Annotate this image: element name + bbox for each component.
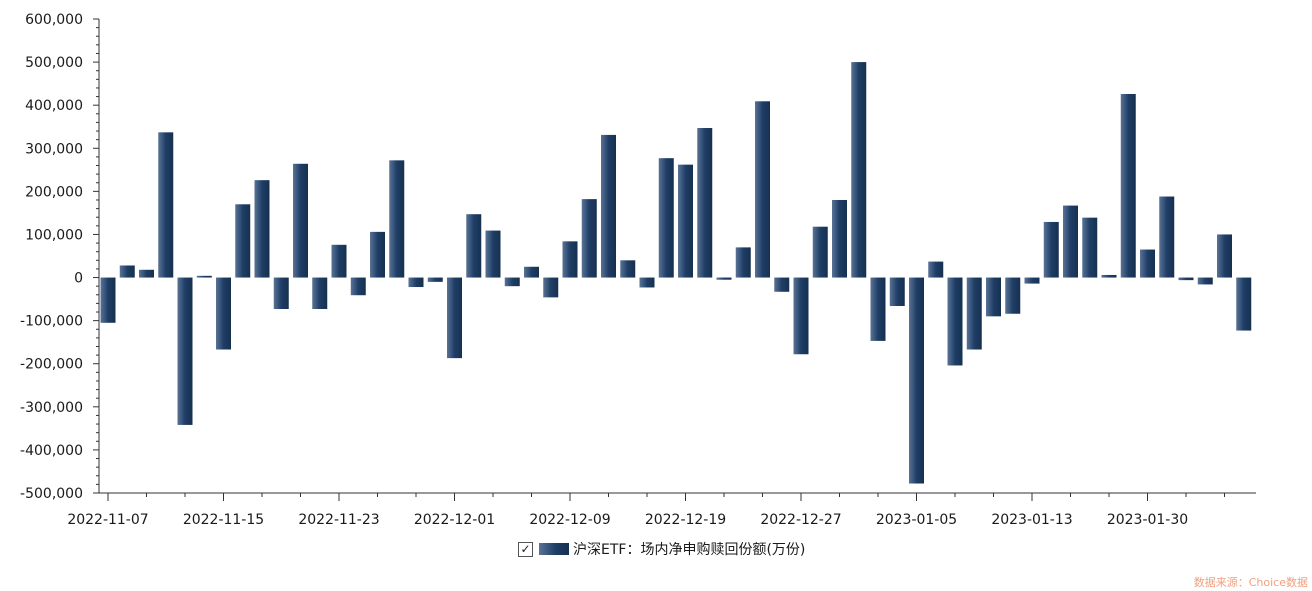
bar bbox=[408, 277, 424, 288]
bar bbox=[735, 247, 751, 278]
x-tick-label: 2022-11-15 bbox=[183, 512, 264, 528]
x-axis: 2022-11-07 2022-11-15 2022-11-23 2022-12-01… bbox=[67, 492, 1256, 528]
bar bbox=[658, 158, 674, 278]
bar bbox=[909, 277, 924, 484]
bar bbox=[254, 180, 270, 278]
x-tick-label: 2023-01-13 bbox=[991, 512, 1072, 528]
x-tick-label: 2023-01-05 bbox=[876, 512, 957, 528]
bar bbox=[158, 132, 174, 278]
bar bbox=[331, 244, 347, 278]
bar bbox=[562, 241, 578, 278]
bar bbox=[774, 277, 790, 292]
bar bbox=[1178, 277, 1194, 281]
bar bbox=[1101, 274, 1117, 278]
y-tick-label: -200,000 bbox=[20, 357, 83, 373]
y-tick-label: -300,000 bbox=[20, 400, 83, 416]
bar bbox=[793, 277, 809, 355]
bar bbox=[543, 277, 559, 298]
legend[interactable]: ✓ 沪深ETF：场内净申购赎回份额(万份) bbox=[518, 538, 805, 560]
bar bbox=[870, 277, 886, 341]
y-tick-label: 500,000 bbox=[25, 55, 83, 71]
bar bbox=[1236, 277, 1252, 331]
bar bbox=[1063, 205, 1078, 278]
x-tick-label: 2022-12-09 bbox=[529, 512, 610, 528]
bar bbox=[312, 277, 328, 310]
bar bbox=[524, 266, 539, 278]
bar bbox=[177, 277, 193, 425]
bar bbox=[1005, 277, 1021, 314]
y-tick-label: 400,000 bbox=[25, 98, 83, 114]
bar bbox=[235, 204, 251, 278]
bar bbox=[1217, 234, 1232, 278]
bar bbox=[678, 164, 693, 278]
bar bbox=[1120, 93, 1136, 278]
y-tick-label: 0 bbox=[74, 271, 83, 287]
y-tick-label: 100,000 bbox=[25, 227, 83, 243]
bar bbox=[966, 277, 982, 350]
source-note: 数据来源：Choice数据 bbox=[1193, 576, 1308, 589]
bar bbox=[1043, 221, 1059, 278]
bar bbox=[716, 277, 732, 280]
bar bbox=[485, 230, 501, 278]
bar bbox=[1140, 249, 1155, 278]
y-tick-label: 600,000 bbox=[25, 12, 83, 28]
bar bbox=[889, 277, 905, 306]
bar bbox=[350, 277, 366, 296]
y-tick-label: -500,000 bbox=[20, 486, 83, 502]
bar bbox=[639, 277, 655, 288]
bar bbox=[928, 261, 944, 278]
bar bbox=[1082, 217, 1098, 278]
bar bbox=[139, 269, 154, 278]
legend-swatch bbox=[539, 543, 569, 555]
x-tick-label: 2022-12-19 bbox=[645, 512, 726, 528]
legend-label: 沪深ETF：场内净申购赎回份额(万份) bbox=[573, 542, 806, 558]
bar bbox=[601, 134, 616, 278]
bar bbox=[620, 260, 636, 278]
bar bbox=[851, 62, 867, 278]
bar bbox=[1159, 196, 1175, 278]
x-tick-label: 2022-11-23 bbox=[298, 512, 379, 528]
y-tick-label: 300,000 bbox=[25, 141, 83, 157]
y-tick-label: -400,000 bbox=[20, 443, 83, 459]
bar bbox=[986, 277, 1001, 317]
bar bbox=[947, 277, 963, 366]
bar-series bbox=[100, 62, 1252, 484]
y-axis: 600,000 500,000 400,000 300,000 200,000 100,0… bbox=[20, 12, 100, 502]
bar bbox=[389, 160, 405, 278]
bar bbox=[119, 265, 135, 278]
x-tick-label: 2022-12-27 bbox=[760, 512, 841, 528]
bar bbox=[216, 277, 231, 350]
bar bbox=[370, 231, 385, 278]
bar bbox=[196, 275, 212, 278]
bar bbox=[697, 128, 713, 278]
bar bbox=[1197, 277, 1213, 285]
bar bbox=[755, 101, 770, 278]
bar bbox=[466, 214, 482, 278]
bar bbox=[581, 199, 597, 278]
bar bbox=[504, 277, 520, 287]
bar bbox=[832, 199, 847, 278]
y-tick-label: -100,000 bbox=[20, 314, 83, 330]
legend-checkbox-icon[interactable]: ✓ bbox=[518, 541, 533, 557]
bar bbox=[1024, 277, 1040, 284]
bar bbox=[427, 277, 443, 282]
x-tick-label: 2022-12-01 bbox=[414, 512, 495, 528]
bar bbox=[812, 226, 828, 278]
bar bbox=[100, 277, 116, 323]
bar bbox=[273, 277, 289, 310]
x-tick-label: 2022-11-07 bbox=[67, 512, 148, 528]
x-tick-label: 2023-01-30 bbox=[1107, 512, 1188, 528]
y-tick-label: 200,000 bbox=[25, 184, 83, 200]
bar bbox=[293, 163, 308, 278]
bar bbox=[447, 277, 462, 359]
